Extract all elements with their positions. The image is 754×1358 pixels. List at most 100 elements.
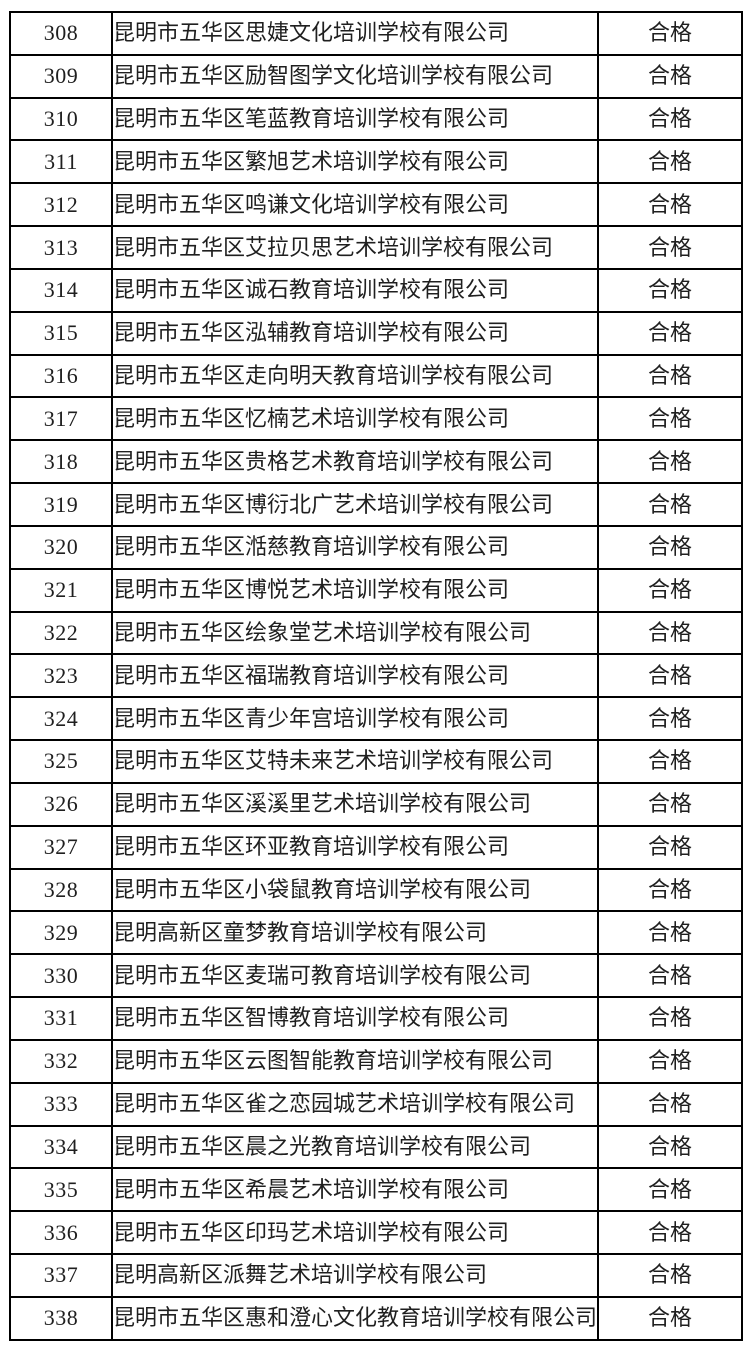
school-name-cell: 昆明市五华区艾拉贝思艺术培训学校有限公司 <box>111 225 599 270</box>
status-cell: 合格 <box>597 1210 743 1256</box>
school-name-cell: 昆明市五华区艾特未来艺术培训学校有限公司 <box>111 739 599 784</box>
row-number-cell: 312 <box>9 182 113 228</box>
status-cell: 合格 <box>597 182 743 228</box>
status-cell: 合格 <box>597 1124 743 1170</box>
table-row: 326 昆明市五华区溪溪里艺术培训学校有限公司 合格 <box>9 781 743 827</box>
row-number-cell: 323 <box>9 653 113 699</box>
status-cell: 合格 <box>597 567 743 613</box>
school-name-cell: 昆明市五华区泓辅教育培训学校有限公司 <box>111 310 599 356</box>
row-number-cell: 320 <box>9 524 113 570</box>
table-row: 325 昆明市五华区艾特未来艺术培训学校有限公司 合格 <box>9 739 743 784</box>
school-name-cell: 昆明市五华区走向明天教育培训学校有限公司 <box>111 353 599 399</box>
row-number-cell: 316 <box>9 353 113 399</box>
table-row: 323 昆明市五华区福瑞教育培训学校有限公司 合格 <box>9 653 743 699</box>
row-number-cell: 328 <box>9 867 113 913</box>
row-number-cell: 333 <box>9 1081 113 1127</box>
school-name-cell: 昆明市五华区青少年宫培训学校有限公司 <box>111 696 599 742</box>
school-name-cell: 昆明市五华区励智图学文化培训学校有限公司 <box>111 53 599 99</box>
status-cell: 合格 <box>597 824 743 870</box>
row-number-cell: 337 <box>9 1253 113 1298</box>
table-row: 324 昆明市五华区青少年宫培训学校有限公司 合格 <box>9 696 743 742</box>
table-row: 311 昆明市五华区繁旭艺术培训学校有限公司 合格 <box>9 139 743 185</box>
status-cell: 合格 <box>597 1081 743 1127</box>
inspection-results-table: 308 昆明市五华区思婕文化培训学校有限公司 合格 309 昆明市五华区励智图学… <box>9 11 743 1342</box>
status-cell: 合格 <box>597 225 743 270</box>
status-cell: 合格 <box>597 11 743 56</box>
status-cell: 合格 <box>597 267 743 313</box>
status-cell: 合格 <box>597 910 743 956</box>
row-number-cell: 314 <box>9 267 113 313</box>
school-name-cell: 昆明市五华区思婕文化培训学校有限公司 <box>111 11 599 56</box>
table-row: 317 昆明市五华区忆楠艺术培训学校有限公司 合格 <box>9 396 743 442</box>
row-number-cell: 315 <box>9 310 113 356</box>
status-cell: 合格 <box>597 1038 743 1084</box>
table-row: 315 昆明市五华区泓辅教育培训学校有限公司 合格 <box>9 310 743 356</box>
row-number-cell: 325 <box>9 739 113 784</box>
row-number-cell: 338 <box>9 1295 113 1342</box>
school-name-cell: 昆明市五华区晨之光教育培训学校有限公司 <box>111 1124 599 1170</box>
row-number-cell: 330 <box>9 953 113 999</box>
row-number-cell: 322 <box>9 610 113 656</box>
table-row: 316 昆明市五华区走向明天教育培训学校有限公司 合格 <box>9 353 743 399</box>
school-name-cell: 昆明市五华区诚石教育培训学校有限公司 <box>111 267 599 313</box>
status-cell: 合格 <box>597 524 743 570</box>
status-cell: 合格 <box>597 1253 743 1298</box>
table-row: 322 昆明市五华区绘象堂艺术培训学校有限公司 合格 <box>9 610 743 656</box>
row-number-cell: 313 <box>9 225 113 270</box>
row-number-cell: 335 <box>9 1167 113 1213</box>
row-number-cell: 310 <box>9 96 113 142</box>
table-row: 329 昆明高新区童梦教育培训学校有限公司 合格 <box>9 910 743 956</box>
row-number-cell: 317 <box>9 396 113 442</box>
status-cell: 合格 <box>597 610 743 656</box>
status-cell: 合格 <box>597 53 743 99</box>
status-cell: 合格 <box>597 867 743 913</box>
school-name-cell: 昆明市五华区环亚教育培训学校有限公司 <box>111 824 599 870</box>
table-row: 309 昆明市五华区励智图学文化培训学校有限公司 合格 <box>9 53 743 99</box>
school-name-cell: 昆明市五华区云图智能教育培训学校有限公司 <box>111 1038 599 1084</box>
status-cell: 合格 <box>597 953 743 999</box>
table-row: 310 昆明市五华区笔蓝教育培训学校有限公司 合格 <box>9 96 743 142</box>
school-name-cell: 昆明市五华区博衍北广艺术培训学校有限公司 <box>111 482 599 527</box>
table-row: 319 昆明市五华区博衍北广艺术培训学校有限公司 合格 <box>9 482 743 527</box>
school-name-cell: 昆明市五华区溪溪里艺术培训学校有限公司 <box>111 781 599 827</box>
status-cell: 合格 <box>597 781 743 827</box>
row-number-cell: 336 <box>9 1210 113 1256</box>
table-row: 336 昆明市五华区印玛艺术培训学校有限公司 合格 <box>9 1210 743 1256</box>
table-row: 333 昆明市五华区雀之恋园城艺术培训学校有限公司 合格 <box>9 1081 743 1127</box>
row-number-cell: 311 <box>9 139 113 185</box>
row-number-cell: 324 <box>9 696 113 742</box>
status-cell: 合格 <box>597 96 743 142</box>
table-row: 312 昆明市五华区鸣谦文化培训学校有限公司 合格 <box>9 182 743 228</box>
status-cell: 合格 <box>597 353 743 399</box>
status-cell: 合格 <box>597 396 743 442</box>
school-name-cell: 昆明市五华区忆楠艺术培训学校有限公司 <box>111 396 599 442</box>
status-cell: 合格 <box>597 996 743 1041</box>
school-name-cell: 昆明市五华区惠和澄心文化教育培训学校有限公司 <box>111 1295 599 1342</box>
table-row: 314 昆明市五华区诚石教育培训学校有限公司 合格 <box>9 267 743 313</box>
school-name-cell: 昆明高新区童梦教育培训学校有限公司 <box>111 910 599 956</box>
row-number-cell: 318 <box>9 439 113 485</box>
table-row: 330 昆明市五华区麦瑞可教育培训学校有限公司 合格 <box>9 953 743 999</box>
school-name-cell: 昆明市五华区小袋鼠教育培训学校有限公司 <box>111 867 599 913</box>
status-cell: 合格 <box>597 653 743 699</box>
school-name-cell: 昆明市五华区福瑞教育培训学校有限公司 <box>111 653 599 699</box>
school-name-cell: 昆明市五华区印玛艺术培训学校有限公司 <box>111 1210 599 1256</box>
school-name-cell: 昆明市五华区贵格艺术教育培训学校有限公司 <box>111 439 599 485</box>
status-cell: 合格 <box>597 1295 743 1342</box>
school-name-cell: 昆明高新区派舞艺术培训学校有限公司 <box>111 1253 599 1298</box>
school-name-cell: 昆明市五华区博悦艺术培训学校有限公司 <box>111 567 599 613</box>
table-row: 318 昆明市五华区贵格艺术教育培训学校有限公司 合格 <box>9 439 743 485</box>
school-name-cell: 昆明市五华区笔蓝教育培训学校有限公司 <box>111 96 599 142</box>
row-number-cell: 319 <box>9 482 113 527</box>
table-body: 308 昆明市五华区思婕文化培训学校有限公司 合格 309 昆明市五华区励智图学… <box>9 11 743 1342</box>
status-cell: 合格 <box>597 696 743 742</box>
row-number-cell: 308 <box>9 11 113 56</box>
status-cell: 合格 <box>597 139 743 185</box>
table-row: 327 昆明市五华区环亚教育培训学校有限公司 合格 <box>9 824 743 870</box>
table-row: 320 昆明市五华区湉慈教育培训学校有限公司 合格 <box>9 524 743 570</box>
row-number-cell: 329 <box>9 910 113 956</box>
school-name-cell: 昆明市五华区繁旭艺术培训学校有限公司 <box>111 139 599 185</box>
status-cell: 合格 <box>597 739 743 784</box>
status-cell: 合格 <box>597 1167 743 1213</box>
row-number-cell: 309 <box>9 53 113 99</box>
